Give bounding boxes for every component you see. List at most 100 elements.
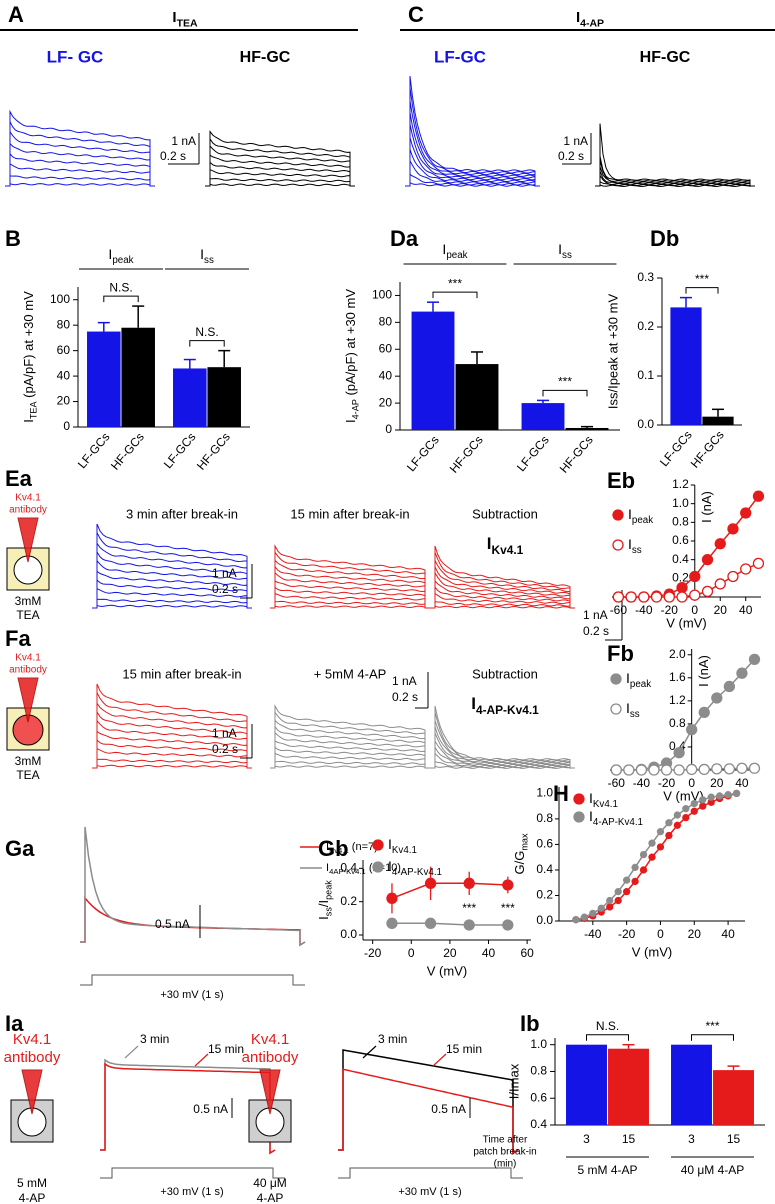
x-axis-label: V (mV) <box>666 615 706 630</box>
label: 5 mM <box>17 1176 47 1190</box>
label: Ea <box>5 466 33 491</box>
y-tick-label: 0.4 <box>536 862 553 876</box>
legend-label: Ipeak <box>626 670 651 690</box>
current-trace <box>430 705 575 769</box>
text-part: I <box>589 790 593 806</box>
y-axis-label: Iss/Ipeak <box>316 880 334 920</box>
marker <box>752 557 765 570</box>
y-tick-label: 2.0 <box>669 647 686 661</box>
label: 1 nA <box>392 674 417 688</box>
current-trace <box>205 144 355 187</box>
current-trace <box>405 75 540 187</box>
text-part: I <box>626 700 630 716</box>
significance-label: N.S. <box>596 1019 619 1033</box>
current-trace <box>5 163 155 187</box>
current-trace <box>430 739 575 769</box>
current-trace <box>405 158 540 187</box>
subscript: Kv4.1 <box>593 798 618 809</box>
text-part: I <box>326 841 329 853</box>
current-trace <box>92 719 252 769</box>
current-trace <box>205 154 355 187</box>
marker <box>648 839 656 847</box>
current-trace <box>595 123 755 187</box>
y-axis-label: ITEA (pA/pF) at +30 mV <box>21 291 39 423</box>
legend-label: I4-AP-Kv4.1 <box>589 808 643 828</box>
x-axis-label: V (mV) <box>663 788 703 803</box>
legend-label: IKv4.1 (n=7) <box>326 841 378 855</box>
label: Kv4.1 <box>15 493 41 504</box>
current-trace <box>5 182 155 187</box>
row-label: (min) <box>494 1159 517 1170</box>
label: 0.5 nA <box>431 1102 466 1116</box>
legend-marker <box>573 793 585 805</box>
marker <box>635 764 648 776</box>
current-trace <box>430 720 575 769</box>
current-trace <box>430 552 575 609</box>
y-tick-label: 0.3 <box>637 270 654 284</box>
marker <box>673 747 685 759</box>
marker <box>673 821 682 829</box>
label: Subtraction <box>472 506 538 521</box>
label: 15 min after break-in <box>122 666 241 681</box>
current-trace <box>430 560 575 609</box>
current-trace <box>595 160 755 187</box>
label: C <box>408 2 424 27</box>
subscript: ss <box>324 907 334 917</box>
label: antibody <box>9 665 47 676</box>
y-tick-label: 1.0 <box>530 1037 547 1051</box>
marker <box>580 913 589 921</box>
label: 0.2 s <box>558 149 584 163</box>
legend-marker <box>372 839 384 851</box>
x-tick-label: 3 <box>583 1132 590 1146</box>
y-tick-label: 0.6 <box>530 1090 547 1104</box>
series-line <box>392 922 508 926</box>
current-trace <box>270 600 430 609</box>
y-tick-label: 0.8 <box>530 1064 547 1078</box>
y-tick-label: 0.2 <box>340 894 357 908</box>
current-trace <box>92 692 252 769</box>
current-trace <box>100 1058 276 1155</box>
x-tick-label: 20 <box>710 776 724 790</box>
current-trace <box>338 1068 519 1155</box>
significance-label: *** <box>501 901 515 915</box>
x-tick-label: 40 <box>735 776 749 790</box>
label: LF- GC <box>47 47 104 66</box>
current-trace <box>270 746 430 769</box>
bar <box>455 364 499 430</box>
label: 0.2 s <box>160 149 186 163</box>
current-trace <box>270 725 430 769</box>
protocol <box>100 1167 285 1179</box>
x-tick-label: 20 <box>714 603 728 617</box>
x-axis-label: V (mV) <box>632 944 672 959</box>
marker <box>639 850 648 859</box>
marker <box>610 764 622 776</box>
label: TEA <box>16 608 39 622</box>
current-trace <box>205 161 355 187</box>
bar <box>207 367 241 427</box>
current-trace <box>270 559 430 609</box>
label: 15 min after break-in <box>290 506 409 521</box>
x-tick-label: -60 <box>610 603 628 617</box>
current-trace <box>80 826 306 947</box>
current-trace <box>270 710 430 769</box>
marker <box>622 887 631 896</box>
marker <box>715 792 724 800</box>
y-tick-label: 20 <box>57 394 71 408</box>
marker <box>622 876 631 884</box>
x-tick-label: HF-GCs <box>194 430 233 473</box>
marker <box>648 853 656 861</box>
subscript: 4AP-Kv4.1 <box>329 867 366 876</box>
panel-label: Fb <box>607 641 634 666</box>
current-trace <box>92 604 252 609</box>
y-axis-label: I/Imax <box>506 1063 521 1099</box>
legend-marker <box>610 703 622 715</box>
current-trace <box>270 544 430 609</box>
significance-label: *** <box>695 272 709 286</box>
bar <box>566 1044 607 1125</box>
marker <box>714 538 726 550</box>
x-tick-label: LF-GCs <box>75 430 113 471</box>
protocol <box>338 1167 523 1179</box>
marker <box>631 877 639 886</box>
marker <box>736 762 748 774</box>
